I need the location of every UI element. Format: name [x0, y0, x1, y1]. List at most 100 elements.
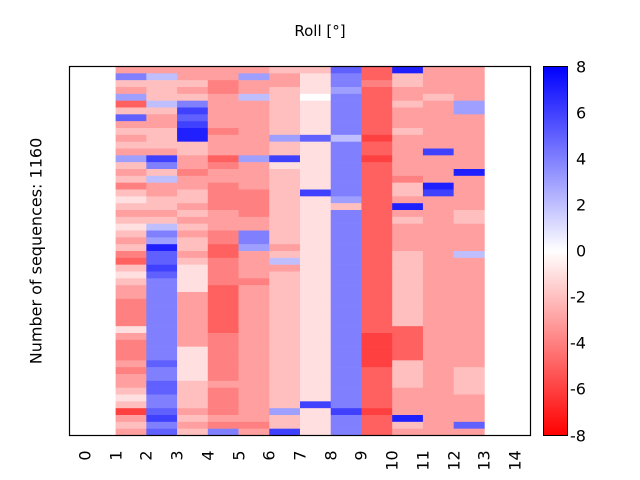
heatmap-cell: [146, 93, 178, 101]
heatmap-cell: [392, 73, 424, 81]
heatmap-cell: [115, 421, 147, 429]
heatmap-cell: [330, 380, 362, 388]
heatmap-cell: [146, 374, 178, 382]
heatmap-cell: [238, 387, 270, 395]
heatmap-cell: [269, 128, 301, 136]
heatmap-cell: [207, 251, 239, 259]
heatmap-cell: [115, 292, 147, 300]
heatmap-cell: [300, 128, 332, 136]
heatmap-cell: [207, 155, 239, 163]
heatmap-cell: [330, 339, 362, 347]
heatmap-cell: [453, 326, 485, 334]
heatmap-cell: [361, 169, 393, 177]
heatmap-cell: [238, 114, 270, 122]
heatmap-cell: [146, 80, 178, 88]
heatmap-cell: [177, 333, 209, 341]
heatmap-cell: [453, 244, 485, 252]
heatmap-cell: [330, 148, 362, 156]
heatmap-cell: [300, 367, 332, 375]
heatmap-cell: [115, 346, 147, 354]
heatmap-cell: [146, 360, 178, 368]
heatmap-cell: [422, 251, 454, 259]
colorbar-tick-label: -2: [570, 287, 586, 307]
heatmap-cell: [177, 394, 209, 402]
heatmap-cell: [392, 100, 424, 108]
heatmap-cell: [238, 271, 270, 279]
heatmap-cell: [115, 278, 147, 286]
heatmap-cell: [330, 421, 362, 429]
heatmap-cell: [361, 134, 393, 142]
heatmap-cell: [207, 230, 239, 238]
heatmap-cell: [361, 339, 393, 347]
heatmap-cell: [330, 367, 362, 375]
heatmap-cell: [177, 169, 209, 177]
heatmap-cell: [422, 319, 454, 327]
heatmap-cell: [453, 121, 485, 129]
heatmap-cell: [392, 428, 424, 436]
heatmap-cell: [207, 93, 239, 101]
heatmap-cell: [146, 428, 178, 436]
heatmap-cell: [392, 128, 424, 136]
heatmap-cell: [453, 285, 485, 293]
heatmap-cell: [146, 339, 178, 347]
heatmap-cell: [422, 196, 454, 204]
heatmap-cell: [330, 169, 362, 177]
heatmap-cell: [207, 80, 239, 88]
heatmap-cell: [392, 408, 424, 416]
heatmap-cell: [115, 169, 147, 177]
heatmap-cell: [207, 141, 239, 149]
heatmap-cell: [177, 128, 209, 136]
heatmap-cell: [207, 374, 239, 382]
heatmap-cell: [115, 251, 147, 259]
heatmap-cell: [269, 380, 301, 388]
heatmap-cell: [269, 292, 301, 300]
heatmap-cell: [392, 182, 424, 190]
heatmap-cell: [269, 114, 301, 122]
heatmap-cell: [361, 394, 393, 402]
heatmap-cell: [146, 203, 178, 211]
heatmap-cell: [177, 216, 209, 224]
heatmap-cell: [115, 257, 147, 265]
heatmap-cell: [207, 353, 239, 361]
heatmap-cell: [238, 189, 270, 197]
heatmap-cell: [392, 353, 424, 361]
heatmap-cell: [146, 155, 178, 163]
heatmap-cell: [238, 155, 270, 163]
heatmap-cell: [453, 408, 485, 416]
heatmap-cell: [330, 230, 362, 238]
heatmap-cell: [177, 271, 209, 279]
heatmap-cell: [177, 264, 209, 272]
heatmap-cell: [300, 230, 332, 238]
heatmap-cell: [392, 387, 424, 395]
heatmap-cell: [146, 298, 178, 306]
heatmap-cell: [269, 387, 301, 395]
heatmap-cell: [177, 148, 209, 156]
heatmap-cell: [330, 394, 362, 402]
heatmap-cell: [115, 374, 147, 382]
heatmap-cell: [422, 244, 454, 252]
heatmap-cell: [361, 367, 393, 375]
heatmap-cell: [269, 223, 301, 231]
heatmap-cell: [361, 326, 393, 334]
heatmap-cell: [422, 387, 454, 395]
heatmap-cell: [269, 271, 301, 279]
heatmap-cell: [392, 285, 424, 293]
heatmap-cell: [392, 189, 424, 197]
heatmap-cell: [422, 73, 454, 81]
heatmap-cell: [300, 141, 332, 149]
heatmap-cell: [361, 189, 393, 197]
heatmap-cell: [207, 210, 239, 218]
heatmap-cell: [238, 305, 270, 313]
heatmap-cell: [207, 114, 239, 122]
heatmap-cell: [300, 333, 332, 341]
x-tick-label: 9: [352, 449, 372, 461]
heatmap-cell: [238, 223, 270, 231]
heatmap-cell: [269, 319, 301, 327]
heatmap-cell: [361, 237, 393, 245]
heatmap-cell: [115, 87, 147, 95]
heatmap-cell: [330, 353, 362, 361]
heatmap-cell: [422, 175, 454, 183]
heatmap-cell: [300, 223, 332, 231]
heatmap-cell: [330, 237, 362, 245]
heatmap-cell: [146, 421, 178, 429]
